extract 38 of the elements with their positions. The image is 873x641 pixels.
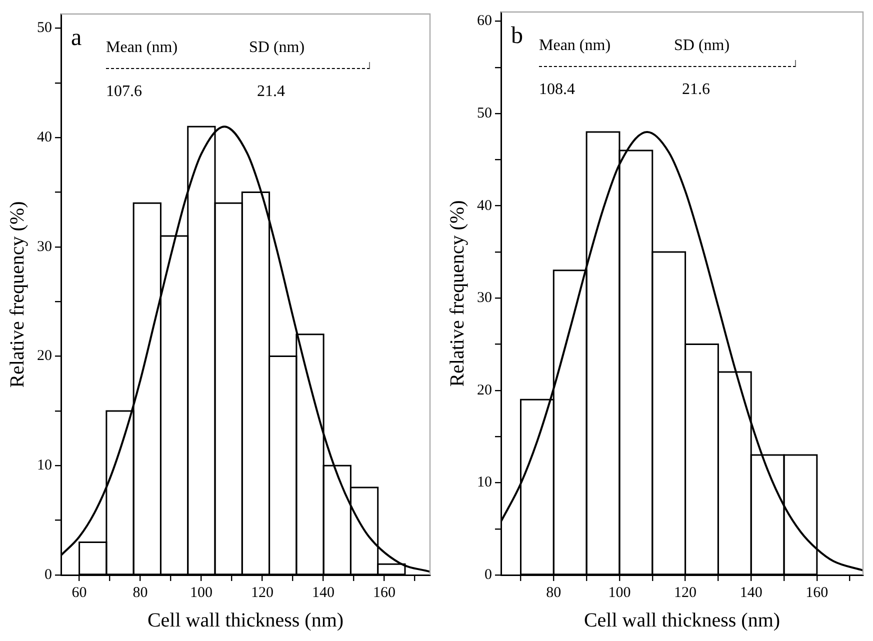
annotation: 21.4 bbox=[257, 83, 285, 100]
x-tick-label: 80 bbox=[546, 584, 562, 601]
x-tick-label: 120 bbox=[674, 584, 697, 601]
x-tick-label: 80 bbox=[132, 584, 148, 601]
x-tick-label: 160 bbox=[806, 584, 828, 601]
y-tick-label: 30 bbox=[477, 290, 492, 306]
y-tick-label: 0 bbox=[484, 566, 492, 583]
y-tick-label: 20 bbox=[37, 348, 52, 364]
y-tick-label: 40 bbox=[477, 198, 492, 214]
annotation: SD (nm) bbox=[674, 37, 730, 54]
y-tick-label: 40 bbox=[37, 130, 52, 146]
annotation: 107.6 bbox=[106, 83, 142, 100]
annotation: Mean (nm) bbox=[106, 39, 178, 56]
x-axis-title: Cell wall thickness (nm) bbox=[584, 609, 780, 632]
y-tick-label: 10 bbox=[37, 458, 52, 474]
y-tick-label: 50 bbox=[477, 105, 492, 122]
y-tick-label: 30 bbox=[37, 238, 52, 255]
annotation: a bbox=[71, 25, 82, 51]
x-tick-label: 140 bbox=[312, 584, 335, 601]
x-tick-label: 160 bbox=[373, 584, 396, 601]
y-axis-title: Relative frequency (%) bbox=[6, 201, 28, 388]
x-tick-label: 60 bbox=[72, 584, 87, 601]
y-tick-label: 10 bbox=[477, 474, 492, 491]
x-tick-label: 120 bbox=[251, 584, 274, 601]
annotation: 21.6 bbox=[682, 81, 710, 98]
y-tick-label: 50 bbox=[37, 20, 52, 36]
annotation: Mean (nm) bbox=[539, 37, 611, 54]
x-axis-title: Cell wall thickness (nm) bbox=[147, 609, 344, 632]
y-axis-title: Relative frequency (%) bbox=[446, 200, 468, 387]
x-tick-label: 140 bbox=[740, 584, 762, 601]
annotation: 108.4 bbox=[539, 81, 575, 98]
y-tick-label: 0 bbox=[44, 566, 52, 583]
x-tick-label: 100 bbox=[190, 584, 213, 601]
annotation: SD (nm) bbox=[249, 39, 305, 56]
annotation: b bbox=[511, 23, 523, 49]
x-tick-label: 100 bbox=[608, 584, 631, 601]
y-tick-label: 60 bbox=[477, 13, 492, 30]
y-tick-label: 20 bbox=[477, 382, 492, 398]
